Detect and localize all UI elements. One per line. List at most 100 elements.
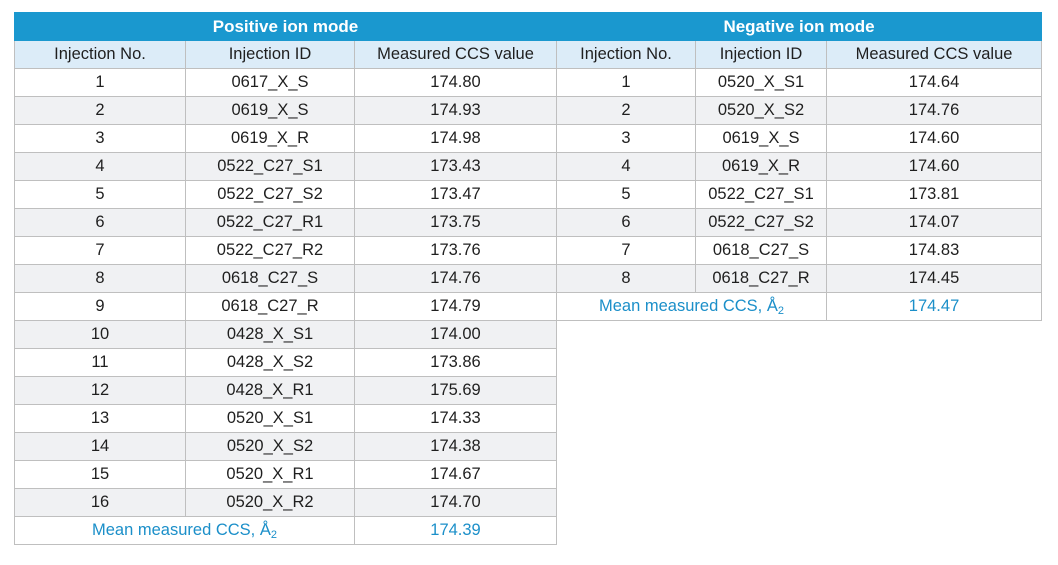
table-row: 15 0520_X_R1 174.67 bbox=[14, 460, 557, 489]
cell-injection-no: 6 bbox=[14, 208, 186, 237]
cell-measured-ccs: 173.47 bbox=[354, 180, 557, 209]
cell-injection-id: 0522_C27_R2 bbox=[185, 236, 355, 265]
cell-injection-id: 0520_X_S1 bbox=[695, 68, 827, 97]
cell-injection-no: 1 bbox=[14, 68, 186, 97]
cell-measured-ccs: 174.07 bbox=[825, 208, 1043, 237]
table-row: 16 0520_X_R2 174.70 bbox=[14, 488, 557, 517]
table-row: 4 0522_C27_S1 173.43 bbox=[14, 152, 557, 181]
cell-injection-id: 0619_X_S bbox=[695, 124, 827, 153]
cell-measured-ccs: 173.86 bbox=[354, 348, 557, 377]
table-row: 5 0522_C27_S2 173.47 bbox=[14, 180, 557, 209]
cell-measured-ccs: 173.75 bbox=[354, 208, 557, 237]
cell-injection-id: 0619_X_R bbox=[695, 152, 827, 181]
cell-injection-no: 11 bbox=[14, 348, 186, 377]
cell-injection-no: 4 bbox=[556, 152, 696, 181]
table-row: 3 0619_X_S 174.60 bbox=[556, 124, 1043, 153]
cell-injection-no: 2 bbox=[14, 96, 186, 125]
table-row: 2 0619_X_S 174.93 bbox=[14, 96, 557, 125]
positive-ion-table: Positive ion mode Injection No. Injectio… bbox=[14, 12, 557, 545]
table-row: 11 0428_X_S2 173.86 bbox=[14, 348, 557, 377]
cell-injection-id: 0619_X_S bbox=[185, 96, 355, 125]
negative-mean-label-cell: Mean measured CCS, Å2 bbox=[556, 292, 827, 321]
cell-injection-id: 0520_X_S1 bbox=[185, 404, 355, 433]
cell-measured-ccs: 173.76 bbox=[354, 236, 557, 265]
cell-injection-id: 0520_X_R2 bbox=[185, 488, 355, 517]
cell-injection-no: 10 bbox=[14, 320, 186, 349]
cell-injection-no: 8 bbox=[14, 264, 186, 293]
table-row: 2 0520_X_S2 174.76 bbox=[556, 96, 1043, 125]
cell-injection-id: 0520_X_R1 bbox=[185, 460, 355, 489]
cell-injection-no: 15 bbox=[14, 460, 186, 489]
cell-injection-id: 0522_C27_R1 bbox=[185, 208, 355, 237]
cell-measured-ccs: 174.70 bbox=[354, 488, 557, 517]
cell-injection-id: 0520_X_S2 bbox=[185, 432, 355, 461]
table-row: 12 0428_X_R1 175.69 bbox=[14, 376, 557, 405]
cell-injection-no: 9 bbox=[14, 292, 186, 321]
cell-injection-no: 5 bbox=[14, 180, 186, 209]
positive-mode-title: Positive ion mode bbox=[14, 12, 557, 41]
cell-injection-no: 2 bbox=[556, 96, 696, 125]
cell-injection-no: 3 bbox=[14, 124, 186, 153]
positive-table-body: 1 0617_X_S 174.80 2 0619_X_S 174.93 3 0619_X_R 1… bbox=[14, 68, 557, 517]
negative-mode-title: Negative ion mode bbox=[555, 12, 1043, 41]
cell-measured-ccs: 174.45 bbox=[825, 264, 1043, 293]
cell-measured-ccs: 173.81 bbox=[825, 180, 1043, 209]
cell-injection-no: 4 bbox=[14, 152, 186, 181]
cell-injection-no: 8 bbox=[556, 264, 696, 293]
cell-injection-no: 16 bbox=[14, 488, 186, 517]
cell-measured-ccs: 174.67 bbox=[354, 460, 557, 489]
table-row: 7 0618_C27_S 174.83 bbox=[556, 236, 1043, 265]
cell-injection-id: 0522_C27_S2 bbox=[695, 208, 827, 237]
table-row: 7 0522_C27_R2 173.76 bbox=[14, 236, 557, 265]
cell-measured-ccs: 174.93 bbox=[354, 96, 557, 125]
cell-measured-ccs: 173.43 bbox=[354, 152, 557, 181]
cell-injection-no: 7 bbox=[556, 236, 696, 265]
cell-measured-ccs: 174.60 bbox=[825, 124, 1043, 153]
table-row: 3 0619_X_R 174.98 bbox=[14, 124, 557, 153]
negative-mean-label: Mean measured CCS, Å bbox=[599, 296, 778, 315]
cell-injection-id: 0522_C27_S2 bbox=[185, 180, 355, 209]
cell-injection-id: 0520_X_S2 bbox=[695, 96, 827, 125]
cell-injection-no: 7 bbox=[14, 236, 186, 265]
table-row: 14 0520_X_S2 174.38 bbox=[14, 432, 557, 461]
table-row: 1 0617_X_S 174.80 bbox=[14, 68, 557, 97]
table-row: 6 0522_C27_R1 173.75 bbox=[14, 208, 557, 237]
cell-injection-no: 14 bbox=[14, 432, 186, 461]
cell-measured-ccs: 174.60 bbox=[825, 152, 1043, 181]
cell-injection-id: 0618_C27_R bbox=[695, 264, 827, 293]
cell-injection-id: 0617_X_S bbox=[185, 68, 355, 97]
table-row: 13 0520_X_S1 174.33 bbox=[14, 404, 557, 433]
col-measured-ccs: Measured CCS value bbox=[825, 40, 1043, 69]
positive-mean-label: Mean measured CCS, Å bbox=[92, 520, 271, 539]
cell-injection-no: 12 bbox=[14, 376, 186, 405]
cell-injection-no: 1 bbox=[556, 68, 696, 97]
cell-injection-id: 0522_C27_S1 bbox=[695, 180, 827, 209]
cell-injection-no: 13 bbox=[14, 404, 186, 433]
cell-measured-ccs: 174.38 bbox=[354, 432, 557, 461]
cell-measured-ccs: 174.33 bbox=[354, 404, 557, 433]
table-row: 4 0619_X_R 174.60 bbox=[556, 152, 1043, 181]
cell-injection-no: 5 bbox=[556, 180, 696, 209]
cell-injection-id: 0618_C27_S bbox=[695, 236, 827, 265]
negative-mean-label-subscript: 2 bbox=[777, 304, 784, 317]
negative-ion-table: Negative ion mode Injection No. Injectio… bbox=[555, 12, 1043, 321]
col-injection-no: Injection No. bbox=[556, 40, 696, 69]
cell-injection-id: 0522_C27_S1 bbox=[185, 152, 355, 181]
cell-injection-id: 0428_X_S2 bbox=[185, 348, 355, 377]
positive-mean-label-subscript: 2 bbox=[270, 528, 277, 541]
cell-measured-ccs: 174.80 bbox=[354, 68, 557, 97]
cell-measured-ccs: 174.00 bbox=[354, 320, 557, 349]
cell-measured-ccs: 174.76 bbox=[354, 264, 557, 293]
cell-injection-id: 0428_X_S1 bbox=[185, 320, 355, 349]
table-row: 8 0618_C27_R 174.45 bbox=[556, 264, 1043, 293]
table-row: 6 0522_C27_S2 174.07 bbox=[556, 208, 1043, 237]
cell-injection-id: 0619_X_R bbox=[185, 124, 355, 153]
cell-injection-id: 0618_C27_R bbox=[185, 292, 355, 321]
col-injection-id: Injection ID bbox=[185, 40, 355, 69]
cell-measured-ccs: 174.98 bbox=[354, 124, 557, 153]
table-row: 9 0618_C27_R 174.79 bbox=[14, 292, 557, 321]
col-measured-ccs: Measured CCS value bbox=[354, 40, 557, 69]
cell-measured-ccs: 174.83 bbox=[825, 236, 1043, 265]
table-row: 1 0520_X_S1 174.64 bbox=[556, 68, 1043, 97]
cell-measured-ccs: 174.76 bbox=[825, 96, 1043, 125]
